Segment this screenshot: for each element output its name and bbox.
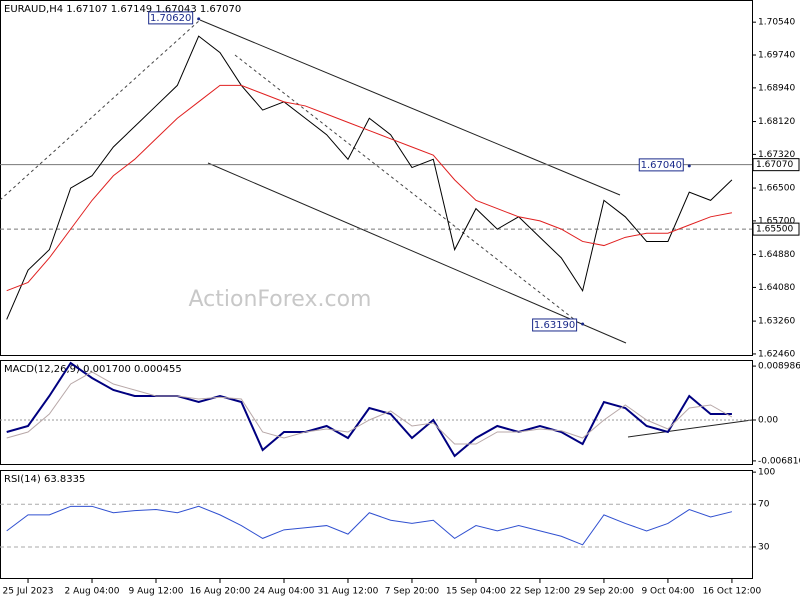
y-tick-label: 1.64080 [758, 283, 795, 293]
y-tick-label: -0.006816 [758, 456, 800, 466]
y-tick-label: 1.62460 [758, 349, 795, 359]
y-tick-label: 0.00 [758, 416, 778, 426]
x-tick-label: 9 Aug 12:00 [129, 587, 184, 597]
y-tick-label: 1.68940 [758, 83, 795, 93]
channel-line [199, 19, 621, 196]
series-line [6, 371, 733, 445]
y-tick-label: 1.67320 [758, 150, 795, 160]
x-tick-label: 24 Aug 04:00 [254, 587, 315, 597]
annotation-box [532, 318, 578, 332]
panel-title: EURAUD,H4 1.67107 1.67149 1.67043 1.6707… [4, 4, 241, 15]
y-tick-label: 1.64880 [758, 250, 795, 260]
channel-line [207, 162, 627, 344]
price-level-label: 1.65500 [756, 225, 793, 235]
annotation-label: 1.70620 [150, 13, 191, 24]
annotation-label: 1.63190 [534, 320, 575, 331]
panel-title: RSI(14) 63.8335 [4, 474, 85, 485]
x-tick-label: 25 Jul 2023 [3, 587, 54, 597]
y-tick-label: 1.68120 [758, 117, 795, 127]
series-line [6, 505, 733, 546]
price-level-box [752, 158, 800, 172]
y-tick-label: 1.66500 [758, 184, 795, 194]
series-line [6, 35, 733, 320]
y-tick-label: 1.65700 [758, 216, 795, 226]
annotation-box [148, 11, 194, 25]
panel-title: MACD(12,26,9) 0.001700 0.000455 [4, 364, 182, 375]
y-tick-label: 1.69740 [758, 51, 795, 61]
y-tick-label: 0.008986 [758, 362, 800, 372]
series-line [6, 361, 732, 458]
y-tick-label: 1.70540 [758, 18, 795, 28]
x-tick-label: 16 Oct 12:00 [703, 587, 762, 597]
annotation-point [197, 17, 201, 21]
x-tick-label: 2 Aug 04:00 [65, 587, 120, 597]
annotation-point [687, 164, 691, 168]
x-tick-label: 22 Sep 12:00 [510, 587, 570, 597]
y-tick-label: 1.63260 [758, 317, 795, 327]
rsi-panel [0, 470, 753, 579]
price-level-label: 1.67070 [756, 160, 793, 170]
trend-line [0, 19, 201, 201]
trend-line [234, 54, 576, 321]
annotation-box [638, 158, 684, 172]
y-tick-label: 30 [758, 542, 770, 552]
x-tick-label: 15 Sep 04:00 [446, 587, 506, 597]
macd-panel [0, 360, 753, 465]
x-tick-label: 16 Aug 20:00 [190, 587, 251, 597]
y-tick-label: 70 [758, 500, 770, 510]
x-tick-label: 9 Oct 04:00 [641, 587, 694, 597]
watermark: ActionForex.com [189, 287, 372, 312]
price-level-box [752, 222, 800, 236]
y-tick-label: 100 [758, 468, 775, 478]
x-tick-label: 31 Aug 12:00 [318, 587, 379, 597]
macd-trend-line [627, 419, 753, 438]
series-line [6, 84, 733, 292]
annotation-label: 1.67040 [641, 160, 682, 171]
annotation-point [581, 322, 585, 326]
x-tick-label: 7 Sep 20:00 [385, 587, 440, 597]
x-tick-label: 29 Sep 20:00 [574, 587, 634, 597]
price-panel [0, 0, 753, 356]
